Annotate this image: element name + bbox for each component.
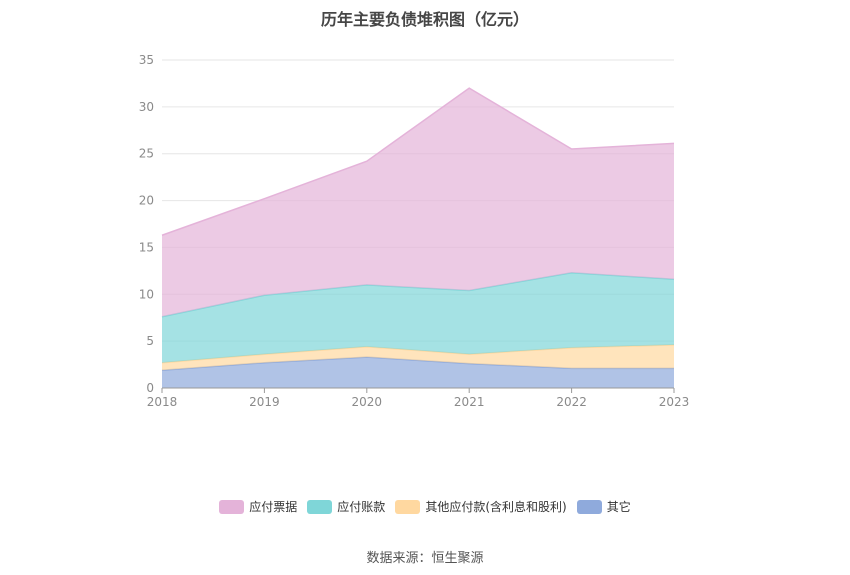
legend-item[interactable]: 应付账款 <box>307 498 385 515</box>
legend-label: 应付账款 <box>337 500 386 514</box>
series-area-3-line <box>161 87 675 236</box>
x-tick-label: 2021 <box>454 395 485 409</box>
series-area-0 <box>162 357 674 388</box>
y-tick-label: 10 <box>139 287 154 301</box>
x-tick-label: 2019 <box>249 395 280 409</box>
y-tick-label: 15 <box>139 240 154 254</box>
legend-label: 其它 <box>606 500 631 514</box>
y-tick-label: 35 <box>139 53 154 67</box>
x-tick-label: 2023 <box>659 395 690 409</box>
y-tick-label: 0 <box>146 381 154 395</box>
legend-swatch <box>219 499 245 514</box>
x-tick-label: 2020 <box>352 395 383 409</box>
legend-item[interactable]: 其它 <box>576 498 631 515</box>
legend-label: 其他应付款(含利息和股利) <box>425 500 567 514</box>
series-area-1 <box>162 344 674 371</box>
legend-label: 应付票据 <box>249 500 298 514</box>
chart-legend: 应付票据 应付账款 其他应付款(含利息和股利) 其它 <box>0 498 850 515</box>
x-tick-label: 2022 <box>556 395 587 409</box>
series-area-2 <box>162 272 674 363</box>
area-layer <box>161 87 675 388</box>
y-tick-label: 20 <box>139 194 154 208</box>
chart-title: 历年主要负债堆积图（亿元） <box>320 10 529 29</box>
legend-swatch <box>307 499 333 514</box>
y-tick-label: 5 <box>146 334 154 348</box>
data-source-note: 数据来源：恒生聚源 <box>366 551 484 566</box>
legend-item[interactable]: 其他应付款(含利息和股利) <box>395 498 567 515</box>
x-tick-label: 2018 <box>147 395 178 409</box>
axis-layer: 0 5 10 15 20 25 30 35 2018 2019 2020 2021 2022 2023 <box>139 53 690 409</box>
legend-swatch <box>395 499 421 514</box>
legend-swatch <box>576 499 602 514</box>
y-tick-label: 25 <box>139 147 154 161</box>
series-area-3 <box>162 88 674 317</box>
legend-item[interactable]: 应付票据 <box>219 498 297 515</box>
y-tick-label: 30 <box>139 100 154 114</box>
